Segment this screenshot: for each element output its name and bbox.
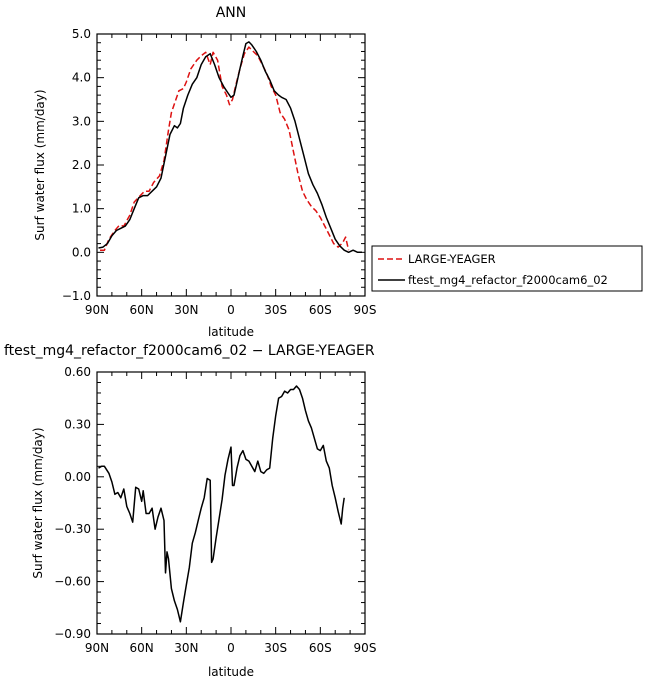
- bottom-x-tick-label: 60N: [130, 641, 154, 655]
- bottom-y-tick-label: 0.00: [64, 470, 91, 484]
- bottom-x-tick-label: 90N: [85, 641, 109, 655]
- top-y-axis-label: Surf water flux (mm/day): [33, 89, 47, 240]
- bottom-x-tick-label: 30S: [264, 641, 287, 655]
- bottom-y-axis-label: Surf water flux (mm/day): [31, 427, 45, 578]
- bottom-x-tick-label: 90S: [354, 641, 377, 655]
- top-series-line-2: [98, 41, 362, 254]
- top-x-tick-label: 0: [227, 303, 235, 317]
- top-y-tick-label: 0.0: [72, 245, 91, 259]
- bottom-y-tick-label: −0.60: [54, 575, 91, 589]
- top-y-tick-label: 5.0: [72, 27, 91, 41]
- bottom-x-tick-label: 0: [227, 641, 235, 655]
- bottom-y-tick-label: −0.30: [54, 522, 91, 536]
- bottom-y-tick-label: 0.30: [64, 417, 91, 431]
- bottom-x-tick-label: 60S: [309, 641, 332, 655]
- top-y-tick-label: 4.0: [72, 71, 91, 85]
- top-x-tick-label: 30N: [174, 303, 198, 317]
- top-y-tick-label: 1.0: [72, 202, 91, 216]
- top-series-line-1: [100, 46, 350, 251]
- top-chart-title: ANN: [216, 5, 247, 21]
- bottom-y-tick-label: 0.60: [64, 365, 91, 379]
- legend-label-ftest: ftest_mg4_refactor_f2000cam6_02: [408, 273, 608, 287]
- bottom-panel: ftest_mg4_refactor_f2000cam6_02 − LARGE-…: [4, 343, 376, 679]
- top-x-tick-label: 30S: [264, 303, 287, 317]
- legend: LARGE-YEAGER ftest_mg4_refactor_f2000cam…: [371, 245, 643, 292]
- top-plot-frame: [96, 33, 366, 297]
- bottom-chart-title: ftest_mg4_refactor_f2000cam6_02 − LARGE-…: [4, 343, 375, 359]
- top-x-tick-label: 90S: [354, 303, 377, 317]
- bottom-series-line-1: [98, 385, 345, 623]
- top-y-tick-label: −1.0: [62, 289, 91, 303]
- top-y-tick-label: 2.0: [72, 158, 91, 172]
- bottom-y-tick-label: −0.90: [54, 627, 91, 641]
- legend-label-large-yeager: LARGE-YEAGER: [408, 252, 496, 266]
- top-x-tick-label: 60S: [309, 303, 332, 317]
- top-x-tick-label: 60N: [130, 303, 154, 317]
- bottom-x-tick-label: 30N: [174, 641, 198, 655]
- top-x-axis-label: latitude: [208, 325, 254, 339]
- top-panel: ANN latitude Surf water flux (mm/day) 90…: [33, 5, 376, 339]
- bottom-x-axis-label: latitude: [208, 665, 254, 679]
- top-y-tick-label: 3.0: [72, 114, 91, 128]
- bottom-plot-frame: [96, 371, 366, 635]
- legend-box: [371, 245, 643, 292]
- top-x-tick-label: 90N: [85, 303, 109, 317]
